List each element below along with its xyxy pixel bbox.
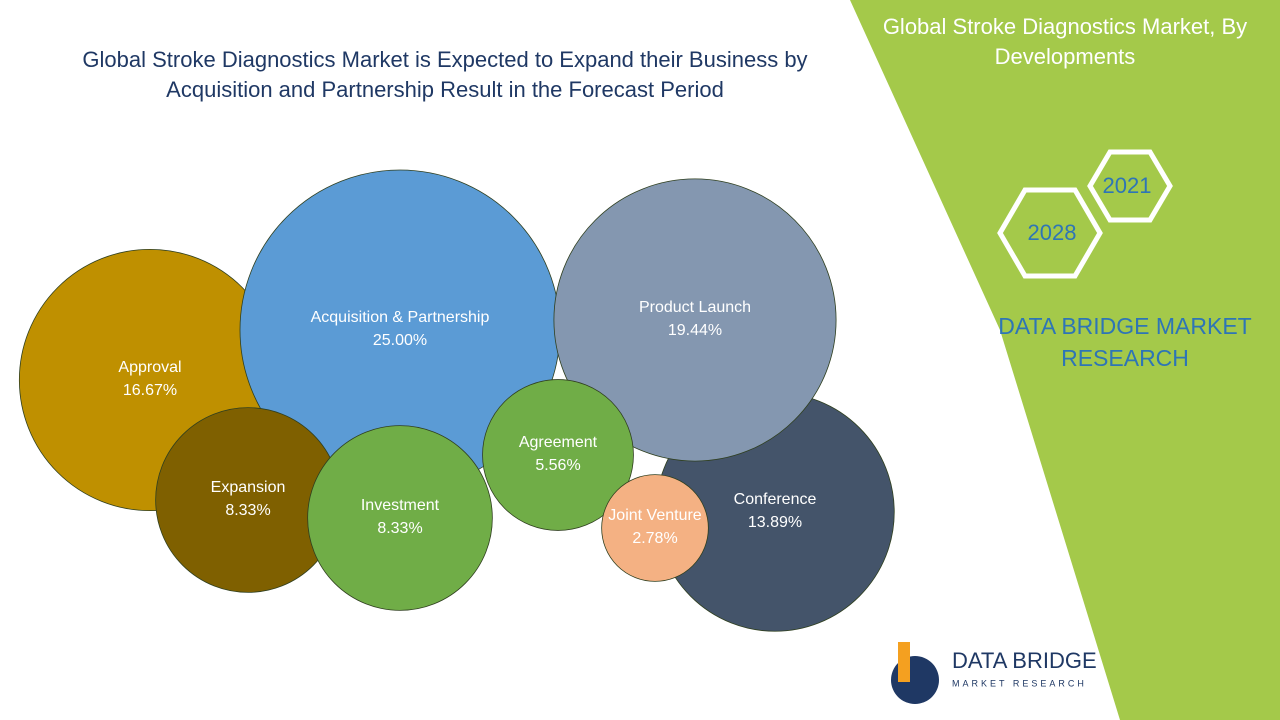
bubble	[601, 474, 709, 582]
panel-title-box: Global Stroke Diagnostics Market, By Dev…	[882, 14, 1248, 69]
value-label: 5.56%	[535, 457, 580, 474]
logo-icon	[898, 642, 910, 682]
bubble-label: Agreement	[519, 434, 598, 451]
value-label: 2.78%	[632, 530, 677, 547]
bubble-label: Joint Venture	[608, 507, 702, 524]
bubble-label: Investment	[361, 497, 440, 514]
brand-box: DATA BRIDGE MARKET RESEARCH	[998, 313, 1252, 371]
bubble-label: Conference	[734, 491, 817, 508]
bubbles: Approval 16.67% Conference 13.89% Acquisitio…	[18, 169, 895, 632]
value-label: 25.00%	[373, 332, 427, 349]
chart-title: Global Stroke Diagnostics Market is Expe…	[82, 47, 808, 102]
value-label: 16.67%	[123, 382, 177, 399]
bubble-label: Acquisition & Partnership	[311, 309, 490, 326]
logo-tagline: MARKET RESEARCH	[952, 678, 1087, 688]
year-label: 2028	[1028, 220, 1077, 245]
bubble	[307, 425, 493, 611]
title-box: Global Stroke Diagnostics Market is Expe…	[82, 47, 808, 102]
bubble-label: Product Launch	[639, 299, 751, 316]
value-label: 13.89%	[748, 514, 802, 531]
bubble-label: Expansion	[211, 479, 286, 496]
bubble	[553, 178, 837, 462]
value-label: 8.33%	[225, 502, 270, 519]
brand: DATA BRIDGE MARKET RESEARCH	[998, 313, 1252, 371]
hexagon	[1087, 149, 1173, 223]
bubble	[482, 379, 634, 531]
value-label: 8.33%	[377, 520, 422, 537]
hexagon	[997, 187, 1103, 279]
year-label: 2021	[1103, 173, 1152, 198]
bubble-label: Approval	[118, 359, 181, 376]
logo-name: DATA BRIDGE	[952, 648, 1097, 673]
side-panel	[850, 0, 1280, 720]
value-label: 19.44%	[668, 322, 722, 339]
panel-title: Global Stroke Diagnostics Market, By Dev…	[882, 14, 1248, 69]
